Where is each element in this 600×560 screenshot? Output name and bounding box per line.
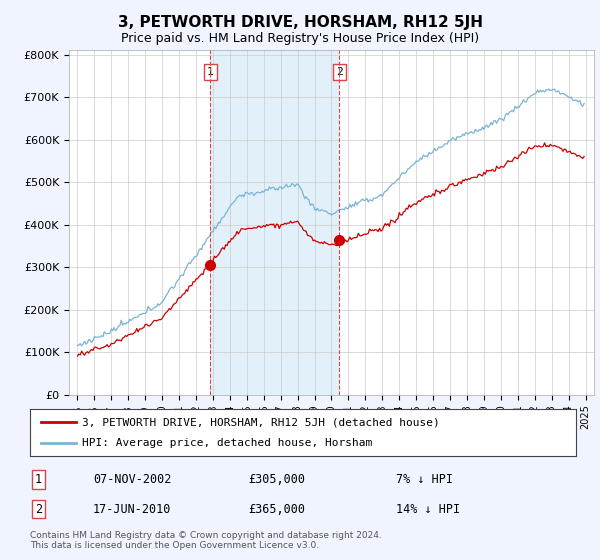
Text: 3, PETWORTH DRIVE, HORSHAM, RH12 5JH: 3, PETWORTH DRIVE, HORSHAM, RH12 5JH xyxy=(118,15,482,30)
Text: 2: 2 xyxy=(336,67,343,77)
Text: 17-JUN-2010: 17-JUN-2010 xyxy=(93,502,171,516)
Text: Contains HM Land Registry data © Crown copyright and database right 2024.
This d: Contains HM Land Registry data © Crown c… xyxy=(30,531,382,550)
Text: 2: 2 xyxy=(35,502,42,516)
Text: 1: 1 xyxy=(35,473,42,486)
Text: 7% ↓ HPI: 7% ↓ HPI xyxy=(396,473,453,486)
Text: £305,000: £305,000 xyxy=(248,473,305,486)
Text: 1: 1 xyxy=(207,67,214,77)
Text: 14% ↓ HPI: 14% ↓ HPI xyxy=(396,502,460,516)
Text: £365,000: £365,000 xyxy=(248,502,305,516)
Text: 07-NOV-2002: 07-NOV-2002 xyxy=(93,473,171,486)
Text: HPI: Average price, detached house, Horsham: HPI: Average price, detached house, Hors… xyxy=(82,438,372,448)
Bar xyxy=(211,50,339,395)
Text: Price paid vs. HM Land Registry's House Price Index (HPI): Price paid vs. HM Land Registry's House … xyxy=(121,32,479,45)
Text: 3, PETWORTH DRIVE, HORSHAM, RH12 5JH (detached house): 3, PETWORTH DRIVE, HORSHAM, RH12 5JH (de… xyxy=(82,417,440,427)
